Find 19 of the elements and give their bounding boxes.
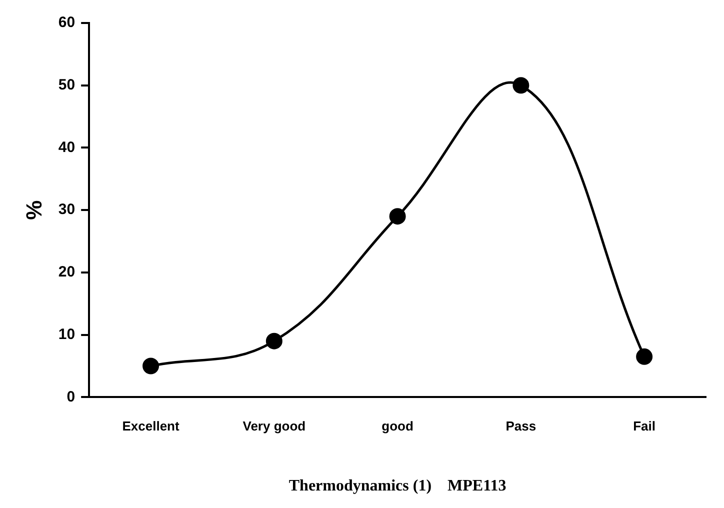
point <box>266 332 282 350</box>
y-tick-label: 0 <box>66 388 76 406</box>
y-tick-label: 20 <box>58 264 76 281</box>
y-tick-label: 30 <box>58 201 76 218</box>
x-axis-title: Thermodynamics (1) MPE113 <box>288 478 506 495</box>
x-tick-label: Very good <box>242 418 306 434</box>
y-tick-label: 60 <box>58 14 76 32</box>
point <box>142 358 160 374</box>
x-tick-label: Fail <box>633 418 656 434</box>
y-tick-label: 50 <box>58 76 76 94</box>
x-tick-label: good <box>382 418 414 434</box>
x-tick-label: Excellent <box>122 418 180 434</box>
y-tick-label: 40 <box>58 138 76 156</box>
point <box>389 208 406 225</box>
point <box>512 77 530 94</box>
y-tick-label: 10 <box>58 326 76 343</box>
x-tick-label: Pass <box>506 418 536 434</box>
y-axis-title: % <box>21 200 46 220</box>
point <box>636 348 653 365</box>
